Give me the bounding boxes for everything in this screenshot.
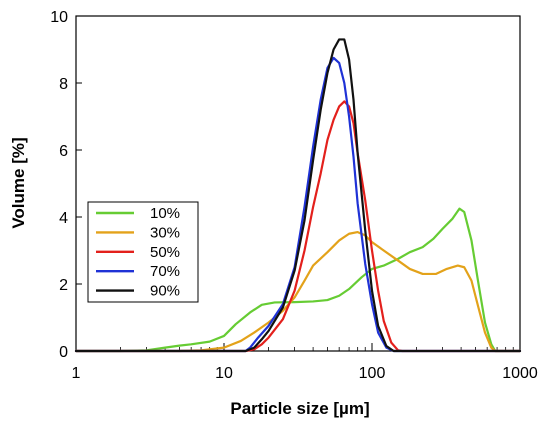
legend-label-4: 70% [150,263,180,280]
y-tick-label: 6 [59,143,68,160]
y-tick-label: 8 [59,76,68,93]
legend-label-5: 90% [150,283,180,300]
legend-label-3: 50% [150,244,180,261]
series-line-4 [74,56,522,353]
x-tick-label: 1000 [502,365,538,382]
y-tick-label: 2 [59,277,68,294]
legend-label-1: 10% [150,205,180,222]
legend-label-2: 30% [150,224,180,241]
y-axis-title: Volume [%] [9,137,28,228]
y-tick-label: 0 [59,344,68,361]
plot-frame [75,15,521,352]
y-tick-label: 4 [59,210,68,227]
series-line-3 [74,100,522,353]
y-tick-label: 10 [50,9,68,26]
x-tick-label: 10 [215,365,233,382]
x-tick-label: 1 [72,365,81,382]
x-axis-title: Particle size [µm] [230,399,369,418]
x-tick-label: 100 [359,365,386,382]
series-line-1 [74,207,522,353]
series-line-5 [74,38,522,353]
